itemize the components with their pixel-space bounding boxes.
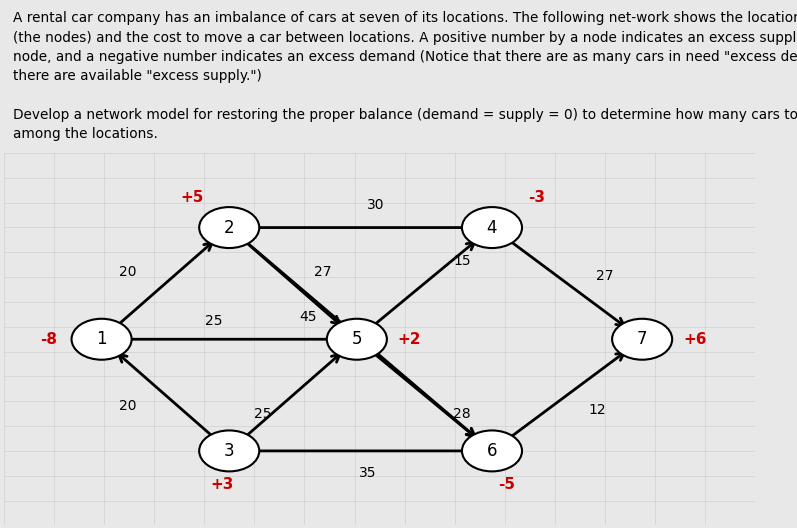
Text: 6: 6 [487, 442, 497, 460]
Text: 5: 5 [351, 330, 362, 348]
Text: +3: +3 [210, 477, 234, 492]
Text: 20: 20 [119, 265, 136, 279]
Ellipse shape [199, 207, 259, 248]
Text: +5: +5 [180, 190, 203, 205]
Text: 20: 20 [119, 399, 136, 413]
Ellipse shape [327, 319, 387, 360]
Text: 25: 25 [254, 407, 272, 421]
Text: node, and a negative number indicates an excess demand (Notice that there are as: node, and a negative number indicates an… [13, 50, 797, 64]
Text: 1: 1 [96, 330, 107, 348]
Ellipse shape [462, 207, 522, 248]
Text: 12: 12 [588, 403, 606, 417]
Ellipse shape [612, 319, 672, 360]
Text: 27: 27 [596, 269, 614, 283]
Text: 4: 4 [487, 219, 497, 237]
Text: 28: 28 [453, 407, 471, 421]
Text: among the locations.: among the locations. [13, 127, 158, 141]
Text: 15: 15 [453, 254, 471, 268]
Text: 27: 27 [314, 265, 332, 279]
Text: 30: 30 [367, 198, 384, 212]
Ellipse shape [72, 319, 132, 360]
Ellipse shape [462, 430, 522, 472]
Text: +6: +6 [683, 332, 706, 347]
Text: there are available "excess supply."): there are available "excess supply.") [13, 69, 262, 83]
Text: 25: 25 [206, 314, 223, 328]
Text: 45: 45 [300, 310, 316, 324]
Ellipse shape [199, 430, 259, 472]
Text: 2: 2 [224, 219, 234, 237]
Text: A rental car company has an imbalance of cars at seven of its locations. The fol: A rental car company has an imbalance of… [13, 11, 797, 25]
Text: -3: -3 [528, 190, 545, 205]
Text: -5: -5 [498, 477, 516, 492]
Text: 3: 3 [224, 442, 234, 460]
Text: -8: -8 [41, 332, 57, 347]
Text: (the nodes) and the cost to move a car between locations. A positive number by a: (the nodes) and the cost to move a car b… [13, 31, 797, 45]
Text: 7: 7 [637, 330, 647, 348]
Text: Develop a network model for restoring the proper balance (demand = supply = 0) t: Develop a network model for restoring th… [13, 108, 797, 122]
Text: 35: 35 [359, 466, 377, 480]
Text: +2: +2 [398, 332, 421, 347]
